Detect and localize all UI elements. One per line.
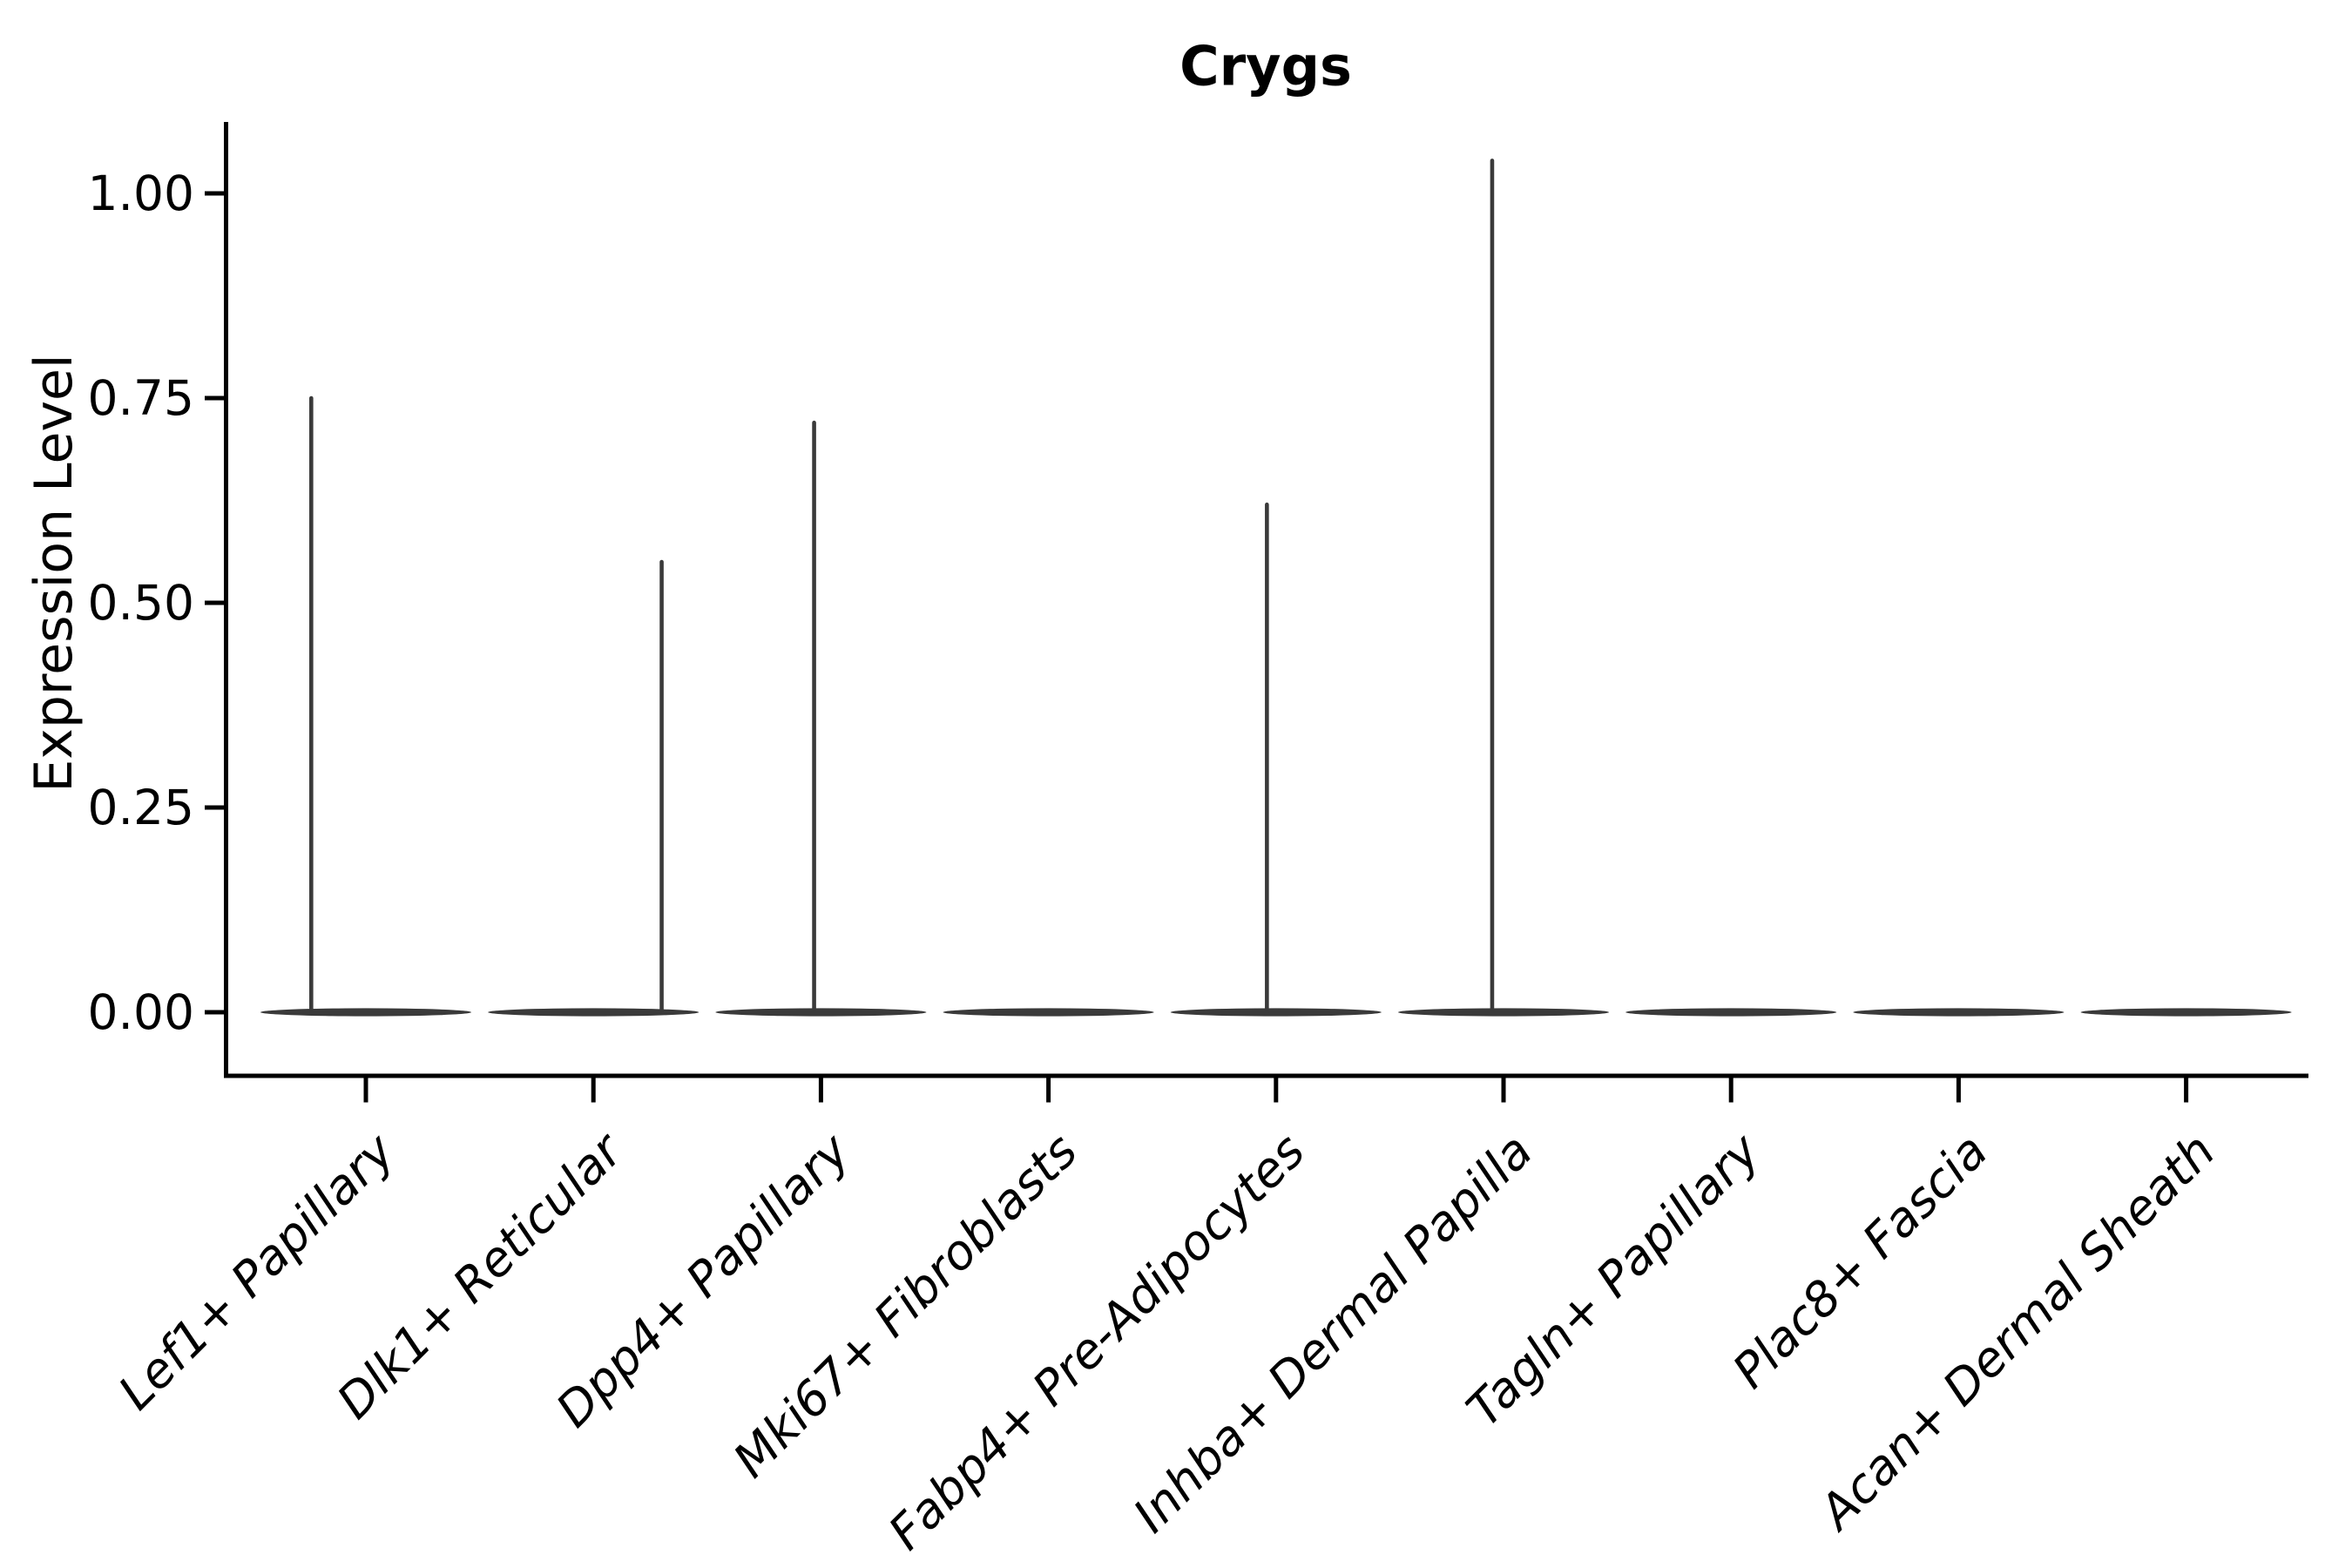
violin-body: [1398, 1008, 1609, 1017]
y-tick-label: 1.00: [88, 166, 194, 221]
y-tick-label: 0.75: [88, 370, 194, 426]
y-tick-label: 0.25: [88, 780, 194, 835]
violin-body: [1625, 1008, 1837, 1017]
x-tick-label: Fabp4+ Pre-Adipocytes: [878, 1123, 1315, 1560]
y-axis-label: Expression Level: [24, 354, 84, 793]
y-tick-label: 0.00: [88, 984, 194, 1040]
violin-body: [943, 1008, 1154, 1017]
violin-body: [260, 1008, 471, 1017]
violin-body: [715, 1008, 927, 1017]
violin-body: [2080, 1008, 2292, 1017]
violin-body: [1853, 1008, 2065, 1017]
violin-body: [488, 1008, 700, 1017]
y-tick-label: 0.50: [88, 575, 194, 631]
chart-title: Crygs: [1179, 34, 1352, 98]
x-tick-label: Inhba+ Dermal Papilla: [1123, 1123, 1543, 1543]
violin-body: [1170, 1008, 1382, 1017]
x-tick-label: Acan+ Dermal Sheath: [1807, 1123, 2226, 1542]
